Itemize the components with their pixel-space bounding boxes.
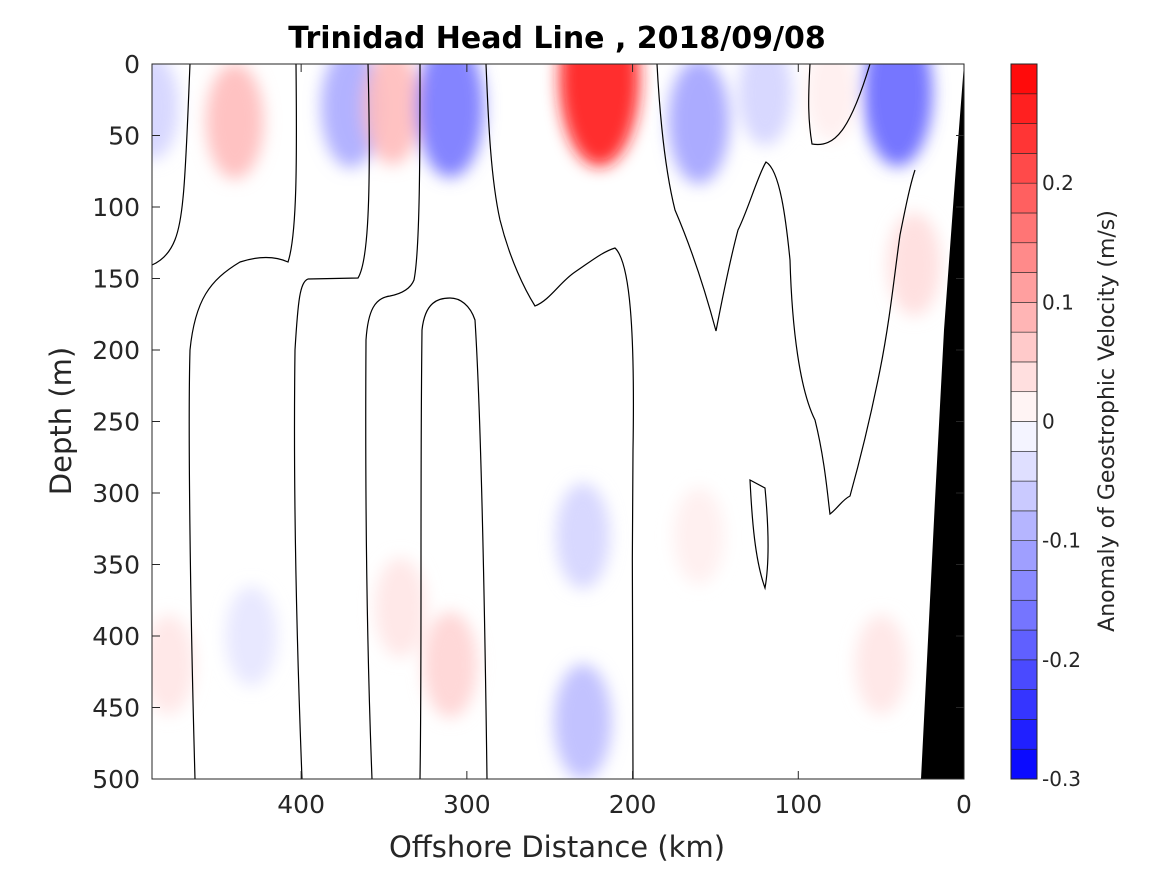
x-axis-title: Offshore Distance (km) bbox=[389, 830, 725, 864]
colorbar-tick-label: -0.3 bbox=[1042, 767, 1081, 791]
y-tick-label: 200 bbox=[92, 336, 140, 365]
chart-title: Trinidad Head Line , 2018/09/08 bbox=[288, 21, 825, 56]
velocity-feature bbox=[555, 482, 610, 589]
velocity-feature bbox=[559, 64, 640, 167]
colorbar-tick-label: -0.1 bbox=[1042, 529, 1081, 553]
zero-contour bbox=[419, 297, 488, 779]
velocity-feature bbox=[862, 64, 933, 167]
colorbar-ticks: 0.2 0.1 0 -0.1 -0.2 -0.3 bbox=[1042, 171, 1081, 791]
colorbar-band bbox=[1010, 540, 1038, 571]
colorbar-band bbox=[1010, 599, 1038, 631]
colorbar-band bbox=[1010, 361, 1038, 393]
y-tick-label: 0 bbox=[124, 50, 140, 79]
velocity-feature bbox=[668, 64, 730, 184]
colorbar-band bbox=[1010, 689, 1038, 720]
plot-area bbox=[152, 64, 964, 779]
velocity-feature bbox=[738, 64, 793, 146]
colorbar-tick-label: 0 bbox=[1042, 410, 1055, 434]
zero-contour bbox=[188, 64, 298, 779]
velocity-feature bbox=[673, 487, 725, 585]
y-axis: 0 50 100 150 200 250 300 350 400 450 500 bbox=[92, 50, 964, 794]
y-tick-label: 150 bbox=[92, 265, 140, 294]
y-axis-title: Depth (m) bbox=[44, 347, 78, 495]
colorbar-band bbox=[1010, 629, 1038, 661]
colorbar-band bbox=[1010, 302, 1038, 333]
colorbar-band bbox=[1010, 182, 1038, 214]
zero-contour bbox=[152, 64, 191, 266]
colorbar-band bbox=[1010, 719, 1038, 750]
zero-contour bbox=[485, 64, 635, 779]
x-tick-label: 400 bbox=[277, 790, 325, 819]
colorbar-band bbox=[1010, 153, 1038, 184]
zero-contour bbox=[808, 64, 871, 146]
y-tick-label: 100 bbox=[92, 193, 140, 222]
y-tick-label: 50 bbox=[108, 122, 140, 151]
zero-contour bbox=[749, 478, 769, 591]
colorbar-band bbox=[1010, 570, 1038, 601]
colorbar-band bbox=[1010, 242, 1038, 273]
y-tick-label: 350 bbox=[92, 551, 140, 580]
colorbar-frame bbox=[1010, 63, 1038, 780]
velocity-feature bbox=[374, 557, 427, 658]
zero-contour-lines bbox=[152, 64, 916, 779]
x-tick-label: 0 bbox=[956, 790, 972, 819]
colorbar bbox=[1010, 63, 1038, 780]
y-tick-label: 500 bbox=[92, 765, 140, 794]
velocity-feature bbox=[806, 64, 857, 141]
colorbar-band bbox=[1010, 272, 1038, 303]
colorbar-band bbox=[1010, 510, 1038, 541]
y-tick-label: 300 bbox=[92, 479, 140, 508]
velocity-feature bbox=[206, 64, 264, 179]
colorbar-band bbox=[1010, 659, 1038, 690]
bathymetry-mask bbox=[921, 64, 964, 779]
colorbar-band bbox=[1010, 63, 1038, 95]
zero-contour bbox=[365, 64, 421, 779]
x-tick-label: 300 bbox=[443, 790, 491, 819]
colorbar-band bbox=[1010, 480, 1038, 512]
y-tick-label: 450 bbox=[92, 694, 140, 723]
zero-contour bbox=[656, 64, 916, 516]
colorbar-tick-label: -0.2 bbox=[1042, 648, 1081, 672]
velocity-feature bbox=[554, 664, 612, 779]
velocity-feature bbox=[887, 212, 941, 316]
colorbar-band bbox=[1010, 748, 1038, 780]
colorbar-band bbox=[1010, 331, 1038, 363]
colorbar-title: Anomaly of Geostrophic Velocity (m/s) bbox=[1095, 210, 1120, 632]
colorbar-band bbox=[1010, 212, 1038, 244]
x-tick-label: 200 bbox=[609, 790, 657, 819]
velocity-feature bbox=[855, 614, 907, 715]
x-axis: 400 300 200 100 0 bbox=[277, 64, 972, 819]
colorbar-band bbox=[1010, 450, 1038, 482]
colorbar-band bbox=[1010, 93, 1038, 124]
colorbar-band bbox=[1010, 123, 1038, 154]
colorbar-tick-label: 0.1 bbox=[1042, 290, 1074, 314]
velocity-anomaly-field bbox=[152, 64, 941, 779]
colorbar-tick-label: 0.2 bbox=[1042, 171, 1074, 195]
y-tick-label: 400 bbox=[92, 622, 140, 651]
colorbar-band bbox=[1010, 421, 1038, 452]
zero-contour bbox=[293, 64, 370, 779]
velocity-feature bbox=[416, 64, 484, 178]
velocity-feature bbox=[423, 611, 478, 718]
velocity-feature bbox=[225, 586, 278, 686]
velocity-feature bbox=[363, 64, 422, 165]
velocity-feature bbox=[152, 614, 195, 715]
y-tick-label: 250 bbox=[92, 408, 140, 437]
colorbar-band bbox=[1010, 391, 1038, 422]
x-tick-label: 100 bbox=[774, 790, 822, 819]
